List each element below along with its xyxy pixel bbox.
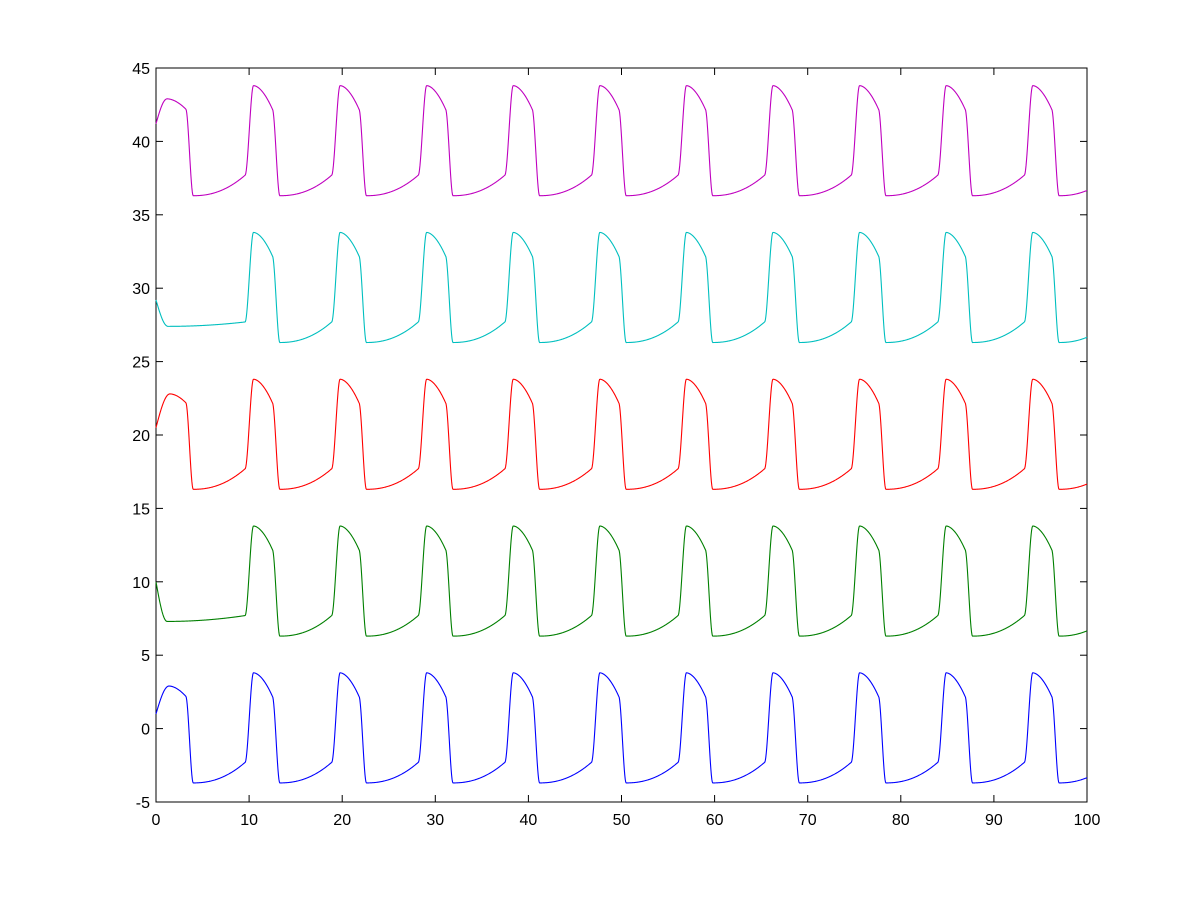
x-tick-label: 30: [426, 812, 444, 829]
x-tick-label: 20: [333, 812, 351, 829]
tick-layer: [155, 67, 1088, 803]
series-layer: [155, 85, 1088, 784]
y-tick-label: 10: [132, 575, 150, 592]
y-tick-label: 30: [132, 281, 150, 298]
y-tick-label: 20: [132, 428, 150, 445]
magenta-series-line: [155, 85, 1088, 197]
green-series-line: [155, 525, 1088, 637]
tick-label-layer: 0 10 20 30 40 50 60 70 80 90 100-50510152025303540…: [132, 61, 1100, 829]
x-tick-label: 60: [706, 812, 724, 829]
x-tick-label: 50: [613, 812, 631, 829]
y-tick-label: 25: [132, 355, 150, 372]
red-series-line: [155, 378, 1088, 490]
x-tick-label: 0: [152, 812, 161, 829]
x-tick-label: 40: [520, 812, 538, 829]
y-tick-label: 0: [141, 722, 150, 739]
blue-series-line: [155, 672, 1088, 784]
y-tick-label: 5: [141, 648, 150, 665]
y-tick-label: -5: [136, 795, 150, 812]
y-tick-label: 45: [132, 61, 150, 78]
x-tick-label: 90: [985, 812, 1003, 829]
x-tick-label: 100: [1074, 812, 1101, 829]
y-tick-label: 40: [132, 134, 150, 151]
y-tick-label: 35: [132, 208, 150, 225]
x-tick-label: 10: [240, 812, 258, 829]
cyan-series-line: [155, 231, 1088, 344]
y-tick-label: 15: [132, 501, 150, 518]
x-tick-label: 70: [799, 812, 817, 829]
x-tick-label: 80: [892, 812, 910, 829]
